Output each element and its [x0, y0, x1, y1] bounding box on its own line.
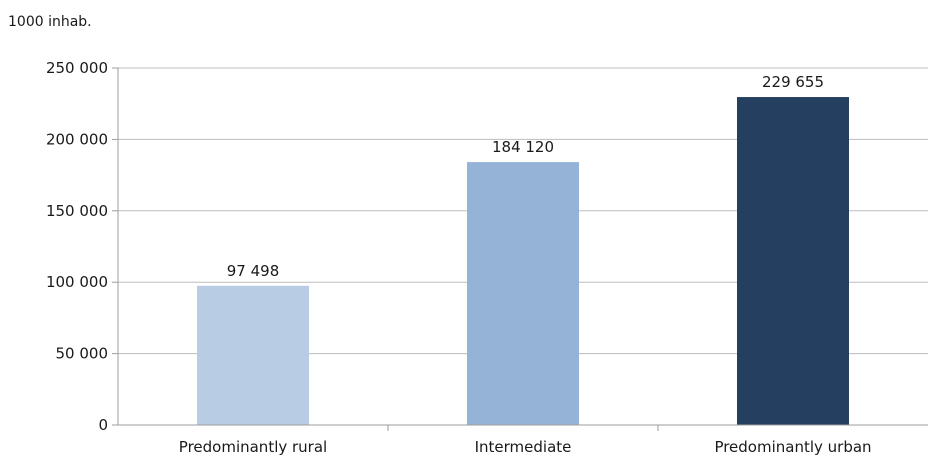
bars: [197, 97, 849, 425]
y-tick-label: 100 000: [46, 273, 108, 291]
y-axis-ticks: 0 50 000 100 000 150 000 200 000 250 000: [46, 59, 119, 434]
data-label: 97 498: [227, 262, 280, 280]
x-tick-label: Intermediate: [475, 438, 572, 456]
data-label: 229 655: [762, 73, 824, 91]
bar: [467, 162, 579, 425]
y-tick-label: 0: [98, 416, 108, 434]
data-label: 184 120: [492, 138, 554, 156]
y-tick-label: 200 000: [46, 130, 108, 148]
y-tick-label: 250 000: [46, 59, 108, 77]
x-axis-ticks: Predominantly rural Intermediate Predomina…: [179, 425, 872, 456]
data-labels: 97 498 184 120 229 655: [227, 73, 824, 280]
x-tick-label: Predominantly rural: [179, 438, 327, 456]
bar: [737, 97, 849, 425]
y-tick-label: 50 000: [56, 345, 109, 363]
y-tick-label: 150 000: [46, 202, 108, 220]
x-tick-label: Predominantly urban: [714, 438, 871, 456]
y-unit-label: 1000 inhab.: [8, 14, 92, 30]
bar: [197, 285, 309, 425]
